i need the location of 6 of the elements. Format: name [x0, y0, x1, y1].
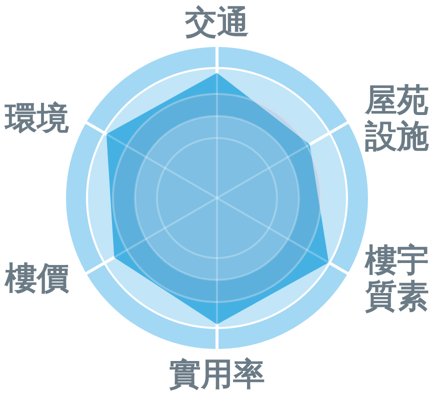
- axis-label: 實用率: [169, 355, 265, 393]
- axis-label: 環境: [4, 99, 69, 137]
- axis-label: 樓宇質素: [365, 241, 430, 315]
- axis-label: 交通: [185, 3, 249, 41]
- axis-label: 樓價: [4, 259, 69, 297]
- axis-label: 屋苑設施: [365, 81, 430, 155]
